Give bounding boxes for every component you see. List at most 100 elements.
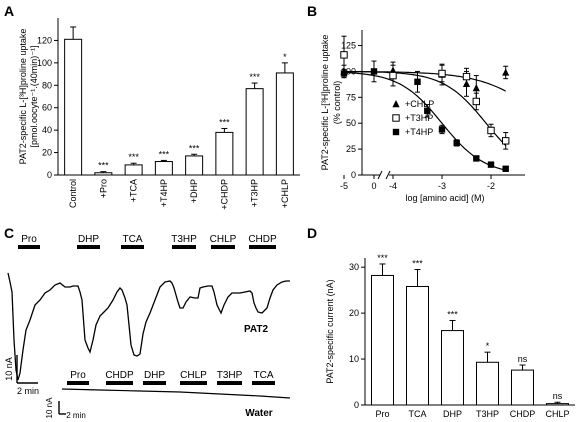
significance-label: * [486,341,490,351]
application-bar [249,245,276,249]
significance-label: * [283,52,287,62]
significance-label: *** [98,161,109,171]
y-tick-label: 0 [351,170,356,180]
y-tick-label: 125 [341,41,356,51]
pat2-current-trace [7,272,290,381]
y-axis-label-units: (% control) [332,81,342,125]
x-tick-label: Pro [375,409,389,419]
y-tick-label: 30 [349,262,359,272]
panel-label-d: D [307,225,317,241]
y-tick-label: 10 [349,354,359,364]
data-point [438,69,446,78]
y-tick-label: 0 [47,170,52,180]
axis-break-mark [385,170,391,180]
water-application-bar [180,381,207,385]
data-point [340,70,348,77]
bar [371,274,394,406]
bar [546,403,569,406]
data-point [389,71,397,80]
significance-label: ns [553,391,563,401]
application-label: T3HP [171,234,197,245]
x-tick-label: 0 [371,181,376,191]
water-current-trace [61,388,291,399]
trace-label: PAT2 [244,324,269,335]
data-point [502,68,510,76]
legend-label: +T3HP [405,113,433,123]
y-tick-label: 40 [42,125,52,135]
significance-label: *** [447,309,458,319]
application-label: Pro [21,234,37,245]
significance-label: *** [189,143,200,153]
y-axis-label-units: [pmol.oocyte⁻¹.(40min)⁻¹] [29,45,39,147]
data-point [502,165,509,172]
water-label: Water [245,408,273,419]
bar [406,285,429,406]
legend-marker [392,128,400,136]
x-tick-label: -4 [389,181,397,191]
bar [215,131,234,176]
water-scale-label-time: 2 min [66,411,86,420]
significance-label: *** [412,258,423,268]
x-tick-label: Control [68,179,78,208]
y-tick-label: 0 [354,400,359,410]
legend-label: +T4HP [405,127,433,137]
panel-label-b: B [307,3,317,19]
application-label: CHDP [248,234,277,245]
control-point [370,68,378,75]
water-application-label: TCA [254,370,274,381]
panel-a-bar-chart: 0 20 40 60 80 100 120 PAT2-specific L-[³H]proli… [18,18,300,210]
application-bar [18,245,40,249]
x-tick-label: -2 [487,181,495,191]
significance-label: *** [128,152,139,162]
water-application-label: DHP [144,370,165,381]
x-tick-label: +DHP [189,179,199,203]
application-bar [172,245,196,249]
panel-label-c: C [4,225,14,241]
y-tick-label: 75 [346,92,356,102]
bar [441,330,464,406]
data-point [424,107,431,114]
y-tick-label: 50 [346,118,356,128]
bar [275,72,294,176]
y-tick-label: 120 [37,35,52,45]
y-tick-label: 20 [349,308,359,318]
significance-label: *** [249,72,260,82]
x-tick-label: +CHDP [219,179,229,210]
water-application-bar [143,381,166,385]
x-tick-label: TCA [409,409,427,419]
x-tick-label: DHP [443,409,462,419]
y-tick-label: 25 [346,144,356,154]
y-axis-label: PAT2-specific L-[³H]proline uptake [18,29,28,165]
legend-marker [392,114,400,122]
water-application-label: T3HP [217,370,243,381]
y-axis-label: PAT2-specific L-[³H]proline uptake [320,35,330,171]
x-tick-label: +TCA [129,179,139,202]
legend-label: +CHLP [405,99,434,109]
x-tick-label: CHDP [510,409,536,419]
scale-label-time: 2 min [17,386,39,396]
significance-label: ns [518,354,528,364]
x-tick-label: CHLP [545,409,569,419]
panel-d-bar-chart: 0 10 20 30 PAT2-specific current (nA) *** Pro *… [325,253,575,419]
water-application-bar [106,381,133,385]
data-point [472,97,481,106]
significance-label: *** [219,117,230,127]
water-application-label: CHDP [105,370,134,381]
water-application-bar [67,381,89,385]
x-tick-label: +T4HP [159,179,169,207]
scale-label-current: 10 nA [4,357,14,381]
axis-break-mark [377,170,383,180]
water-application-bar [252,381,275,385]
data-point [438,126,446,133]
data-point [340,51,348,59]
x-tick-label: -3 [438,181,446,191]
x-axis-label: log [amino acid] (M) [405,193,484,203]
application-label: DHP [78,234,99,245]
water-application-bar [217,381,242,385]
bar [154,161,173,176]
data-point [487,126,495,135]
significance-label: *** [377,253,388,263]
data-point [473,155,480,162]
application-bar [211,245,235,249]
